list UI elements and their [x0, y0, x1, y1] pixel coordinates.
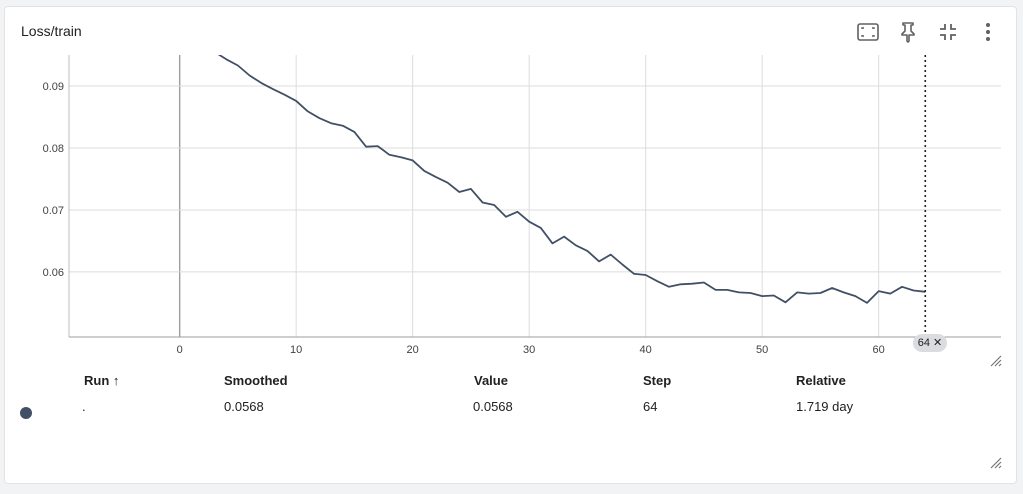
- cell-smoothed: 0.0568: [224, 399, 264, 414]
- y-tick-label: 0.06: [43, 267, 64, 279]
- pin-icon: [901, 22, 915, 43]
- more-options-button[interactable]: [968, 18, 1008, 46]
- hover-step-label: 64: [917, 337, 931, 349]
- header-step[interactable]: Step: [643, 373, 672, 388]
- fit-domain-icon: [857, 23, 879, 41]
- more-vert-icon: [986, 23, 990, 41]
- x-tick-label: 50: [756, 344, 768, 356]
- collapse-icon: [940, 24, 956, 40]
- header-relative[interactable]: Relative: [796, 373, 846, 388]
- series-line: [217, 55, 926, 304]
- x-tick-label: 20: [407, 344, 419, 356]
- cell-step: 64: [643, 399, 658, 414]
- grid: [69, 55, 1001, 337]
- run-color-dot: [20, 407, 32, 419]
- cell-run: .: [82, 399, 86, 414]
- x-tick-label: 0: [177, 344, 183, 356]
- collapse-button[interactable]: [928, 18, 968, 46]
- resize-table-icon[interactable]: [990, 457, 1002, 469]
- x-tick-label: 40: [640, 344, 652, 356]
- y-tick-label: 0.07: [43, 205, 64, 217]
- resize-chart-icon[interactable]: [990, 355, 1002, 367]
- header-smoothed[interactable]: Smoothed: [224, 373, 288, 388]
- card-title: Loss/train: [21, 23, 82, 39]
- header-run[interactable]: Run ↑: [84, 373, 120, 388]
- x-tick-label: 30: [523, 344, 535, 356]
- cell-value: 0.0568: [473, 399, 513, 414]
- close-icon[interactable]: ✕: [933, 336, 943, 349]
- cell-relative: 1.719 day: [796, 399, 854, 414]
- card-toolbar: [848, 18, 1008, 46]
- hover-step-chip[interactable]: 64 ✕: [913, 334, 947, 352]
- series-line-group: [217, 55, 926, 304]
- fit-domain-button[interactable]: [848, 18, 888, 46]
- header-value[interactable]: Value: [474, 373, 508, 388]
- axes: 0 10 20 30 40 50 60 0.06 0.07 0.08 0.09: [43, 55, 1001, 356]
- pin-button[interactable]: [888, 18, 928, 46]
- y-tick-label: 0.08: [43, 143, 64, 155]
- x-tick-label: 10: [290, 344, 302, 356]
- x-tick-label: 60: [873, 344, 885, 356]
- y-tick-label: 0.09: [43, 81, 64, 93]
